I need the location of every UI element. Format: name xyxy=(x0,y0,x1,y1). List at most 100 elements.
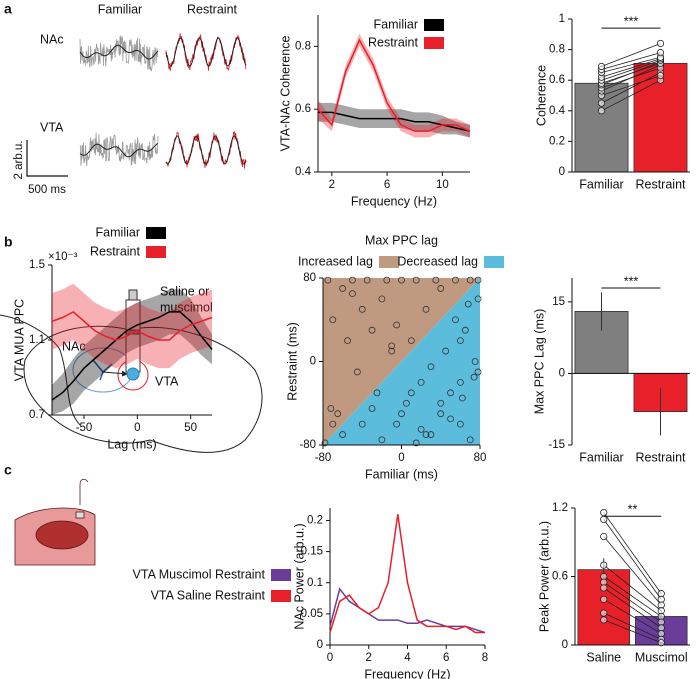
pair-line xyxy=(601,59,661,81)
point xyxy=(383,276,391,284)
point xyxy=(407,389,415,397)
pair-line xyxy=(603,512,662,594)
panel-label: b xyxy=(4,234,13,250)
legend-swatch xyxy=(271,590,291,602)
significance-label: ** xyxy=(628,503,638,517)
point xyxy=(456,337,464,345)
point xyxy=(657,639,665,647)
trace-raw xyxy=(79,132,159,166)
pair-line xyxy=(601,72,661,104)
y-tick-label: 0.4 xyxy=(295,166,312,178)
error-band xyxy=(52,283,212,369)
x-tick-label: 10 xyxy=(436,179,449,191)
x-tick-label: 0 xyxy=(134,422,140,434)
y-tick-label: 0 xyxy=(559,166,565,178)
point xyxy=(442,347,450,355)
x-tick-label: Muscimol xyxy=(635,650,688,664)
traces xyxy=(79,33,247,169)
point xyxy=(600,616,608,624)
trace-raw xyxy=(79,35,159,72)
point xyxy=(339,285,347,292)
panel-label: c xyxy=(4,462,12,478)
x-tick-label: Restraint xyxy=(635,450,686,464)
pair-line xyxy=(601,75,661,96)
pair-line xyxy=(603,576,662,617)
y-tick-label: 80 xyxy=(303,272,316,284)
pair-line xyxy=(601,52,661,70)
pair-line xyxy=(603,598,662,634)
significance-label: *** xyxy=(624,14,639,28)
point xyxy=(474,295,482,303)
region-label: NAc xyxy=(62,339,86,353)
trace-column-label: Restraint xyxy=(187,2,238,16)
legend-swatch xyxy=(424,37,444,49)
x-tick-label: -80 xyxy=(315,452,332,464)
pair-line xyxy=(603,519,662,600)
point xyxy=(368,405,376,412)
line xyxy=(51,310,213,341)
point xyxy=(458,394,466,402)
pair-line xyxy=(601,79,661,112)
y-tick-label: 0.2 xyxy=(307,514,323,526)
point xyxy=(422,431,430,438)
x-tick-label: Saline xyxy=(586,650,621,664)
point xyxy=(600,532,608,541)
y-axis-label: Max PPC Lag (ms) xyxy=(532,309,546,415)
pair-line xyxy=(603,619,662,644)
point xyxy=(452,276,459,284)
point xyxy=(329,420,337,428)
point xyxy=(427,431,435,438)
point xyxy=(447,415,454,423)
y-multiplier: ×10⁻³ xyxy=(48,251,78,263)
point xyxy=(344,337,351,345)
x-tick-label: 80 xyxy=(474,452,487,464)
point xyxy=(412,439,420,447)
y-tick-label: 0.6 xyxy=(295,103,311,115)
x-tick-label: Familiar xyxy=(579,177,623,191)
pair-line xyxy=(603,564,662,612)
scale-x-label: 500 ms xyxy=(28,184,66,196)
scale-y-label: 2 arb.u. xyxy=(13,141,25,180)
pair-line xyxy=(603,587,662,629)
point xyxy=(597,99,606,107)
point xyxy=(471,358,479,365)
pair-line xyxy=(601,67,661,89)
trace-filtered xyxy=(79,44,159,60)
point xyxy=(447,389,454,397)
point xyxy=(358,305,366,313)
region xyxy=(323,278,480,445)
pair-line xyxy=(603,612,662,640)
y-axis-label: NAc Power (arb.u.) xyxy=(292,523,306,629)
legend-label: VTA Muscimol Restraint xyxy=(133,567,266,581)
point xyxy=(656,39,665,48)
y-tick-label: 0.7 xyxy=(29,409,45,421)
y-tick-label: 0.15 xyxy=(301,546,323,558)
point xyxy=(403,399,410,407)
legend-swatch xyxy=(484,256,504,268)
y-tick-label: 0 xyxy=(562,639,568,651)
legend-label: Familiar xyxy=(96,225,140,239)
x-tick-label: 6 xyxy=(443,652,449,664)
point xyxy=(464,300,472,308)
point xyxy=(393,420,400,428)
x-tick-label: -50 xyxy=(76,422,93,434)
y-axis-label: VTA-NAc Coherence xyxy=(278,36,292,152)
point xyxy=(461,326,469,334)
injection-label: Saline or xyxy=(160,284,209,298)
trace-row-label: NAc xyxy=(40,32,64,46)
y-axis-label: Peak Power (arb.u.) xyxy=(537,521,551,632)
point xyxy=(353,368,361,376)
point xyxy=(437,399,445,407)
y-tick-label: 0 xyxy=(317,639,323,651)
trace-filtered xyxy=(165,37,247,67)
point xyxy=(656,72,665,80)
y-tick-label: 0.6 xyxy=(549,74,565,86)
point xyxy=(474,368,482,376)
point xyxy=(373,389,381,397)
point xyxy=(466,436,474,444)
point xyxy=(474,276,482,284)
point xyxy=(600,508,608,517)
point xyxy=(412,276,420,284)
trace-filtered xyxy=(165,135,247,165)
point xyxy=(422,305,430,313)
